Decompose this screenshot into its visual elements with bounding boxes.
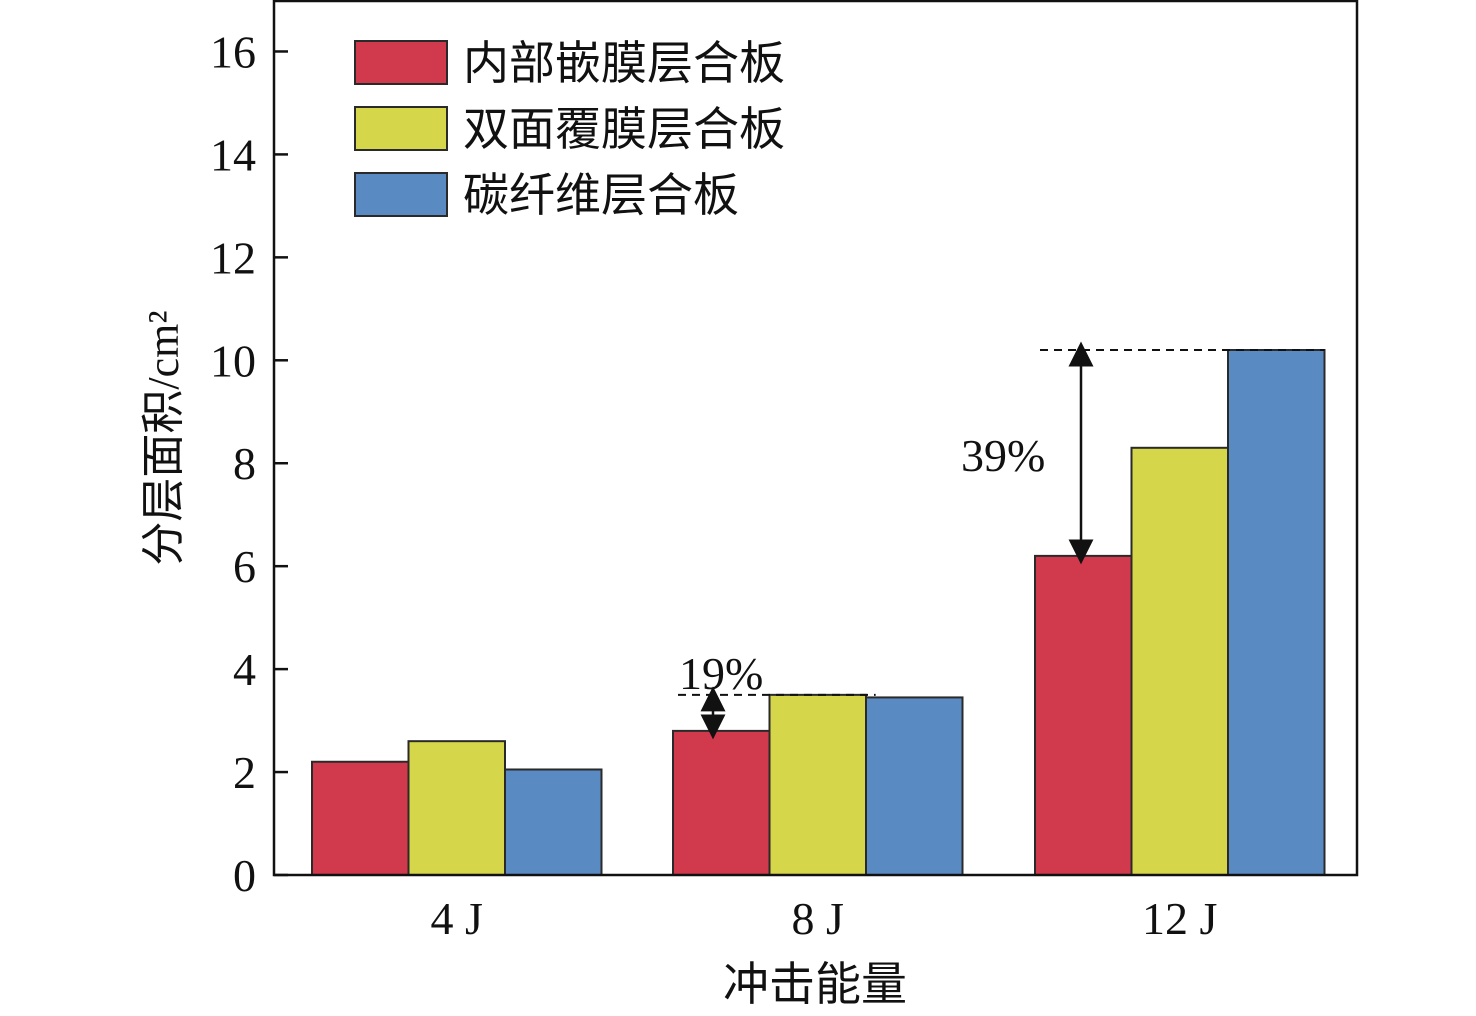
plot-frame — [272, 0, 1359, 877]
bar — [672, 729, 771, 876]
y-tick-label: 16 — [210, 26, 256, 77]
x-tick-label: 4 J — [431, 893, 483, 944]
y-tick-label: 0 — [233, 850, 256, 901]
annotation-label: 19% — [679, 648, 763, 699]
legend-label: 内部嵌膜层合板 — [463, 38, 785, 89]
legend-label: 双面覆膜层合板 — [463, 104, 785, 155]
bars-layer — [311, 349, 1326, 877]
bar — [865, 696, 964, 876]
y-tick-label: 12 — [210, 232, 256, 283]
y-tick-label: 14 — [210, 129, 256, 180]
x-tick-label: 12 J — [1142, 893, 1217, 944]
bar — [407, 740, 506, 876]
legend-swatch — [354, 172, 448, 217]
x-tick-label: 8 J — [792, 893, 844, 944]
annotations-layer: 19% 39% — [678, 341, 1325, 740]
legend-label: 碳纤维层合板 — [463, 170, 739, 221]
annotation-label: 39% — [961, 430, 1045, 481]
bar — [1227, 349, 1326, 876]
legend-swatch — [354, 106, 448, 151]
y-tick-label: 2 — [233, 747, 256, 798]
bar — [504, 768, 603, 876]
y-tick-label: 6 — [233, 541, 256, 592]
x-axis-label: 冲击能量 — [723, 959, 907, 1010]
y-tick-label: 4 — [233, 644, 256, 695]
bar — [1034, 554, 1133, 876]
axes-layer: 0 2 4 6 8 10 12 14 16 4 J 8 J 12 J — [210, 0, 1359, 944]
y-axis-label: 分层面积/cm² — [139, 310, 188, 565]
y-tick-label: 10 — [210, 335, 256, 386]
legend-swatch — [354, 40, 448, 85]
bar — [1130, 446, 1229, 876]
bar — [768, 693, 867, 877]
y-tick-label: 8 — [233, 438, 256, 489]
bar — [311, 760, 410, 876]
